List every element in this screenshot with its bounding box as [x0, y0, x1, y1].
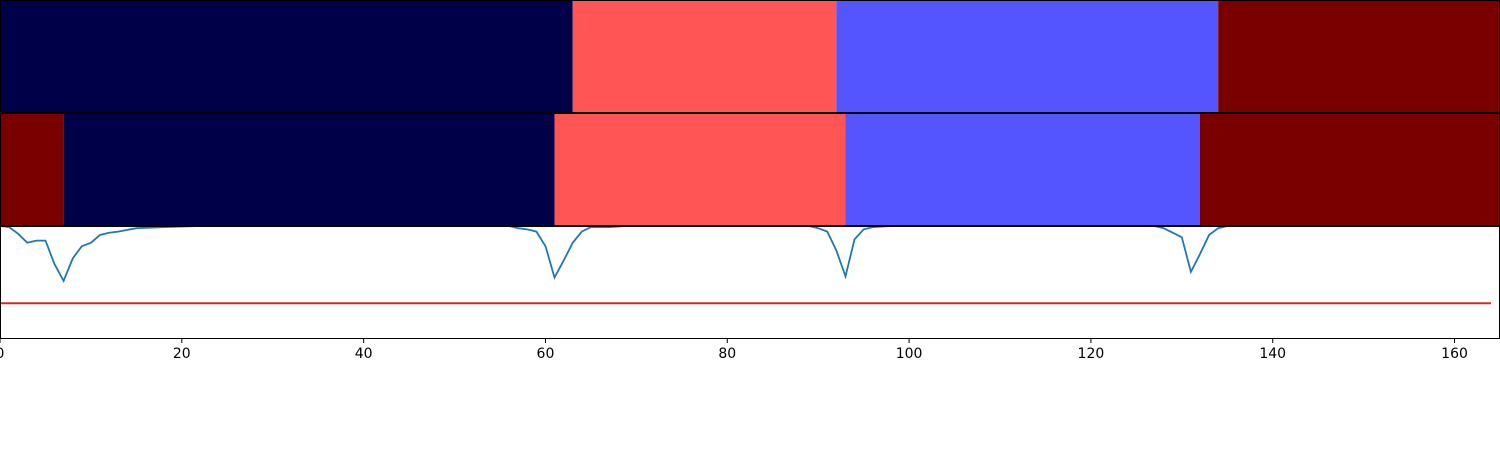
- segment-r2-3: [554, 113, 846, 225]
- segment-r1-4: [1218, 0, 1500, 112]
- x-tick-label: 80: [718, 346, 736, 362]
- x-tick-label: 60: [537, 346, 555, 362]
- panel-frame-3: [0, 226, 1500, 339]
- x-tick-label: 140: [1259, 346, 1286, 362]
- segment-r2-4: [845, 113, 1200, 225]
- segment-r2-1: [0, 113, 64, 225]
- series-line-3: [808, 225, 891, 280]
- series-line-2: [508, 225, 628, 280]
- x-tick-label: 0: [0, 346, 4, 362]
- segment-r1-2: [572, 0, 837, 112]
- series-line-4: [1154, 225, 1228, 275]
- segment-r1-3: [836, 0, 1219, 112]
- x-tick-label: 20: [173, 346, 191, 362]
- segment-r2-5: [1200, 113, 1500, 225]
- segment-r2-2: [63, 113, 555, 225]
- x-tick-label: 120: [1078, 346, 1105, 362]
- segment-r1-1: [0, 0, 573, 112]
- x-tick-label: 40: [355, 346, 373, 362]
- line-panel: [0, 225, 1500, 305]
- x-axis: 0 20 40 60 80 100 120 140 160: [0, 338, 1468, 362]
- x-tick-label: 100: [896, 346, 923, 362]
- segment-row-2: [0, 113, 1500, 225]
- x-tick-label: 160: [1441, 346, 1468, 362]
- segment-row-1: [0, 0, 1500, 112]
- series-line-1: [0, 225, 1500, 284]
